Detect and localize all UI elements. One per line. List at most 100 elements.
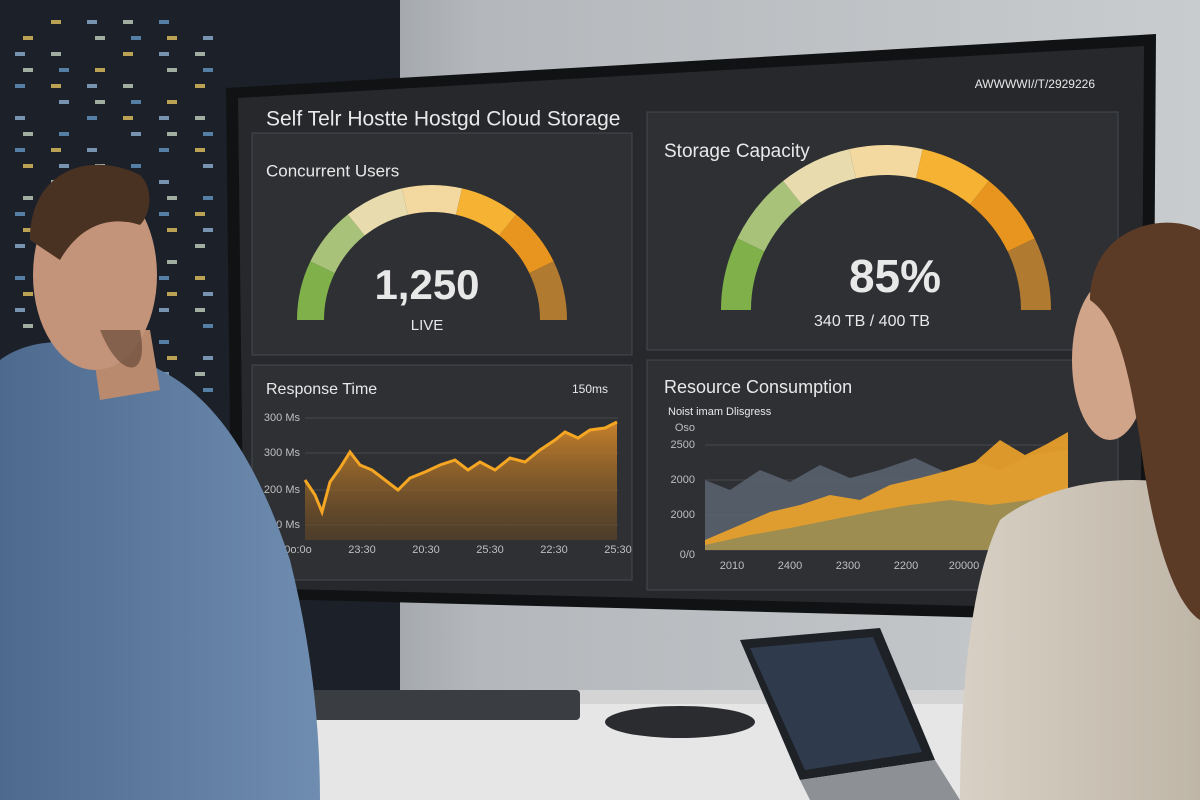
man-beard xyxy=(100,330,142,368)
y-tick-label: Oso xyxy=(675,422,695,434)
gauge-arc xyxy=(849,145,923,179)
y-tick-label: 300 Ms xyxy=(264,447,301,459)
y-tick-label: 2000 xyxy=(671,509,695,521)
gauge-value: 85% xyxy=(849,250,941,302)
rack-light xyxy=(15,52,25,56)
rack-light xyxy=(131,132,141,136)
gauge-arc xyxy=(783,149,856,205)
dashboard-code: AWWWWI//T/2929226 xyxy=(975,77,1096,91)
rack-light xyxy=(59,132,69,136)
panel-subtitle: Noist imam Dlisgress xyxy=(668,406,772,418)
rack-light xyxy=(203,292,213,296)
rack-light xyxy=(203,388,213,392)
rack-light xyxy=(159,212,169,216)
rack-light xyxy=(51,20,61,24)
rack-light xyxy=(87,148,97,152)
x-tick-label: 25:30 xyxy=(604,544,632,556)
rack-light xyxy=(51,148,61,152)
x-tick-label: 25:30 xyxy=(476,544,504,556)
rack-light xyxy=(203,228,213,232)
rack-light xyxy=(159,20,169,24)
gauge-arc xyxy=(499,214,554,274)
rack-light xyxy=(23,228,33,232)
badge: 150ms xyxy=(572,382,608,396)
rack-light xyxy=(203,36,213,40)
rack-light xyxy=(159,180,169,184)
rack-light xyxy=(15,244,25,248)
woman-jacket xyxy=(960,480,1200,800)
rack-light xyxy=(159,276,169,280)
rack-light xyxy=(95,36,105,40)
gauge-arc xyxy=(401,185,463,215)
area xyxy=(705,492,1068,550)
speaker xyxy=(605,706,755,738)
rack-light xyxy=(195,372,205,376)
rack-light xyxy=(15,116,25,120)
gauge-arc xyxy=(916,149,989,205)
x-tick-label: 0o:0o xyxy=(284,544,312,556)
rack-light xyxy=(203,132,213,136)
rack-light xyxy=(123,84,133,88)
rack-light xyxy=(131,164,141,168)
rack-light xyxy=(195,116,205,120)
rack-light xyxy=(23,132,33,136)
panel-title: Concurrent Users xyxy=(266,161,399,180)
panel-title: Resource Consumption xyxy=(664,377,852,397)
rack-light xyxy=(87,116,97,120)
x-tick-label: 20:30 xyxy=(412,544,440,556)
rack-light xyxy=(159,148,169,152)
rack-light xyxy=(15,84,25,88)
gauge xyxy=(297,185,567,320)
gauge-arc xyxy=(310,214,365,274)
rack-light xyxy=(51,84,61,88)
rack-light xyxy=(195,276,205,280)
gauge-detail: 340 TB / 400 TB xyxy=(814,313,930,330)
gauge-arc xyxy=(1007,238,1051,310)
y-tick-label: 200 Ms xyxy=(264,484,301,496)
man-shirt xyxy=(0,341,320,800)
rack-light xyxy=(23,68,33,72)
x-tick-label: 2010 xyxy=(720,560,744,572)
x-tick-label: 2400 xyxy=(778,560,802,572)
rack-light xyxy=(87,20,97,24)
y-tick-label: 0/0 xyxy=(680,549,695,561)
laptop-display xyxy=(750,637,922,770)
laptop-base xyxy=(800,760,960,800)
rack-light xyxy=(203,68,213,72)
line xyxy=(303,420,618,517)
rack-light xyxy=(167,132,177,136)
y-tick-label: 300 Ms xyxy=(264,412,301,424)
dashboard-title: Self Telr Hostte Hostgd Cloud Storage xyxy=(266,108,620,131)
rack-light xyxy=(167,68,177,72)
rack-light xyxy=(23,324,33,328)
gauge-value: 1,250 xyxy=(374,261,479,308)
x-tick-label: 22:30 xyxy=(540,544,568,556)
rack-light xyxy=(123,20,133,24)
rack-light xyxy=(59,68,69,72)
rack-light xyxy=(203,356,213,360)
rack-light xyxy=(95,68,105,72)
rack-light xyxy=(15,148,25,152)
rack-light xyxy=(167,100,177,104)
rack-light xyxy=(123,52,133,56)
rack-light xyxy=(51,52,61,56)
rack-light xyxy=(203,164,213,168)
gauge-arc xyxy=(297,261,335,320)
rack-light xyxy=(195,244,205,248)
rack-light xyxy=(87,84,97,88)
x-tick-label: 2200 xyxy=(894,560,918,572)
rack-light xyxy=(167,36,177,40)
rack-light xyxy=(195,212,205,216)
gauge-arc xyxy=(529,261,567,320)
rack-light xyxy=(59,164,69,168)
rack-light xyxy=(167,356,177,360)
rack-light xyxy=(23,164,33,168)
panel-title: Storage Capacity xyxy=(664,141,810,162)
gauge-arc xyxy=(721,238,765,310)
x-tick-label: 23:30 xyxy=(348,544,376,556)
rack-light xyxy=(167,196,177,200)
rack-light xyxy=(195,308,205,312)
rack-light xyxy=(195,148,205,152)
rack-light xyxy=(195,52,205,56)
rack-light xyxy=(131,100,141,104)
